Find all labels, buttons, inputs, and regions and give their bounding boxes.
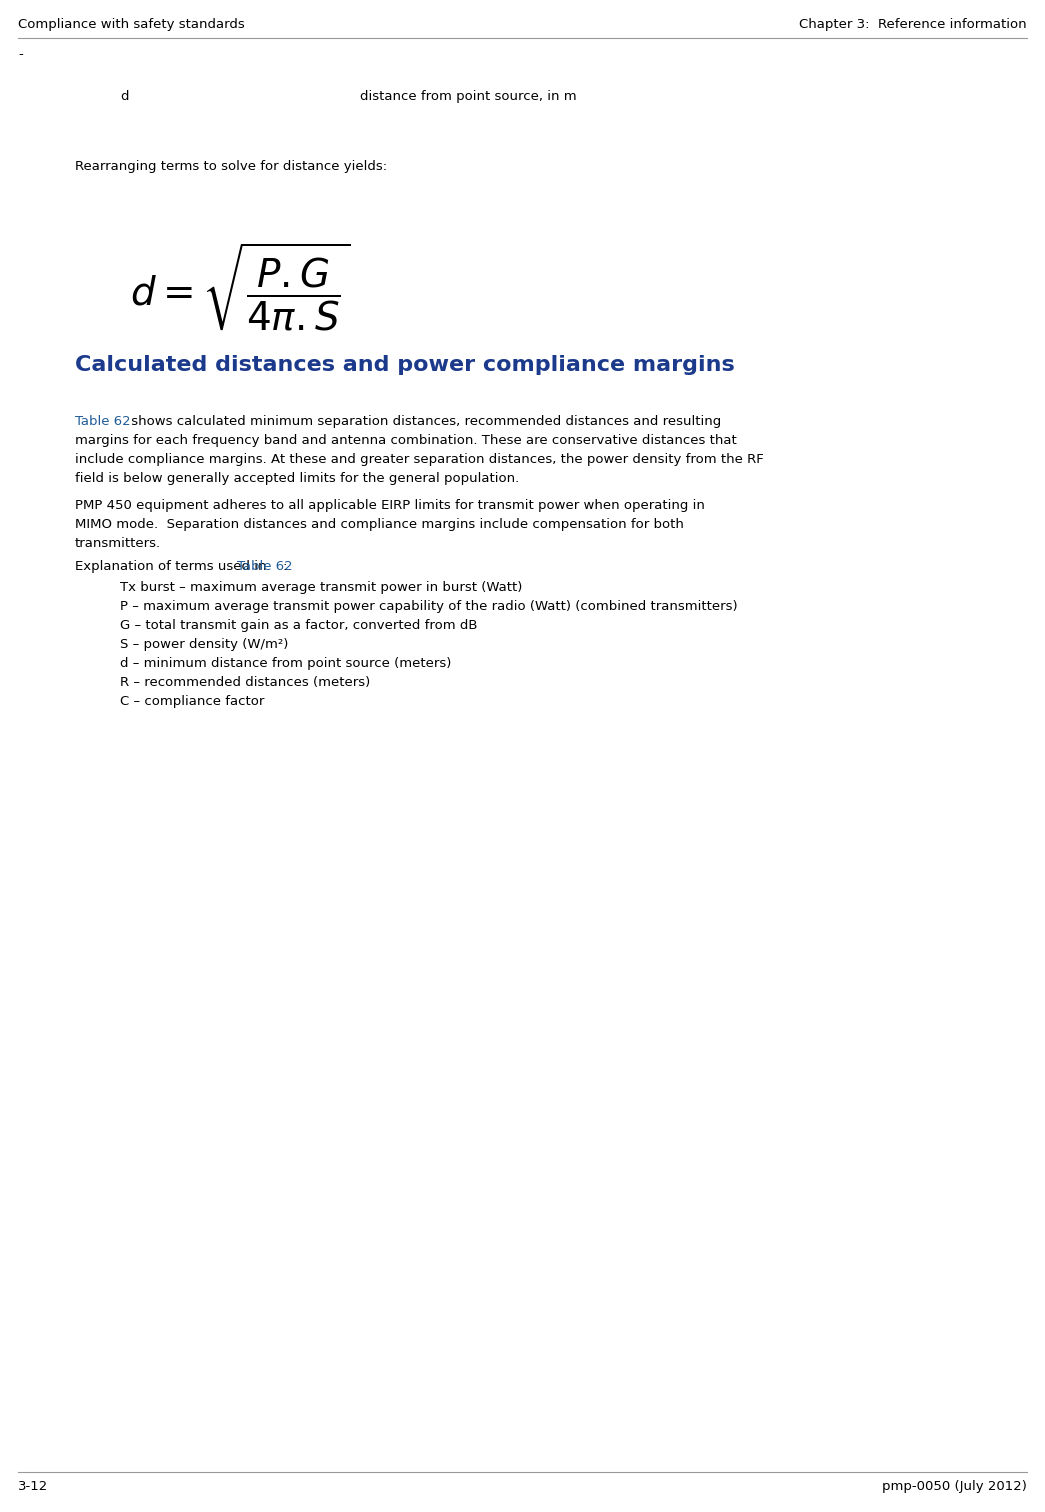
Text: Explanation of terms used in: Explanation of terms used in <box>75 559 271 573</box>
Text: shows calculated minimum separation distances, recommended distances and resulti: shows calculated minimum separation dist… <box>127 414 721 428</box>
Text: Table 62: Table 62 <box>75 414 131 428</box>
Text: $d = \sqrt{\dfrac{P.G}{4\pi.S}}$: $d = \sqrt{\dfrac{P.G}{4\pi.S}}$ <box>130 240 351 333</box>
Text: :: : <box>282 559 286 573</box>
Text: MIMO mode.  Separation distances and compliance margins include compensation for: MIMO mode. Separation distances and comp… <box>75 519 683 531</box>
Text: PMP 450 equipment adheres to all applicable EIRP limits for transmit power when : PMP 450 equipment adheres to all applica… <box>75 499 705 513</box>
Text: S – power density (W/m²): S – power density (W/m²) <box>120 638 288 652</box>
Text: C – compliance factor: C – compliance factor <box>120 696 264 708</box>
Text: G – total transmit gain as a factor, converted from dB: G – total transmit gain as a factor, con… <box>120 618 478 632</box>
Text: pmp-0050 (July 2012): pmp-0050 (July 2012) <box>882 1480 1027 1492</box>
Text: Compliance with safety standards: Compliance with safety standards <box>18 18 245 32</box>
Text: transmitters.: transmitters. <box>75 537 161 550</box>
Text: Chapter 3:  Reference information: Chapter 3: Reference information <box>799 18 1027 32</box>
Text: d – minimum distance from point source (meters): d – minimum distance from point source (… <box>120 658 451 670</box>
Text: distance from point source, in m: distance from point source, in m <box>359 91 577 103</box>
Text: include compliance margins. At these and greater separation distances, the power: include compliance margins. At these and… <box>75 454 764 466</box>
Text: P – maximum average transmit power capability of the radio (Watt) (combined tran: P – maximum average transmit power capab… <box>120 600 738 612</box>
Text: Rearranging terms to solve for distance yields:: Rearranging terms to solve for distance … <box>75 160 387 172</box>
Text: d: d <box>120 91 129 103</box>
Text: 3-12: 3-12 <box>18 1480 48 1492</box>
Text: margins for each frequency band and antenna combination. These are conservative : margins for each frequency band and ante… <box>75 434 737 448</box>
Text: -: - <box>18 48 23 60</box>
Text: Table 62: Table 62 <box>237 559 293 573</box>
Text: R – recommended distances (meters): R – recommended distances (meters) <box>120 676 370 689</box>
Text: Calculated distances and power compliance margins: Calculated distances and power complianc… <box>75 355 735 375</box>
Text: field is below generally accepted limits for the general population.: field is below generally accepted limits… <box>75 472 519 485</box>
Text: Tx burst – maximum average transmit power in burst (Watt): Tx burst – maximum average transmit powe… <box>120 581 522 594</box>
